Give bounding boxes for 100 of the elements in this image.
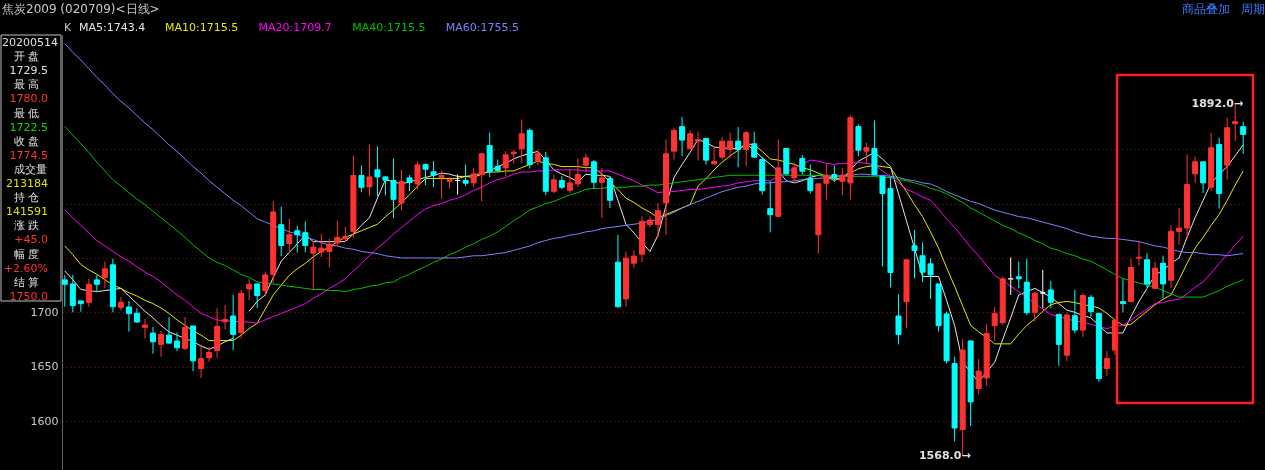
candlestick (326, 238, 333, 269)
candlestick (198, 343, 205, 379)
candlestick (1160, 255, 1167, 299)
candlestick (606, 175, 613, 209)
candlestick (975, 358, 982, 395)
candlestick (278, 206, 285, 257)
candlestick (991, 306, 998, 342)
candlestick (398, 169, 405, 211)
candlestick (310, 240, 317, 292)
candlestick (518, 118, 525, 164)
candlestick (166, 316, 173, 345)
text: +45.0 (14, 233, 48, 247)
text: 20200514 (2, 36, 58, 49)
candlestick (630, 249, 637, 269)
candlestick (125, 300, 132, 333)
candlestick (206, 346, 213, 363)
candlestick (174, 331, 181, 352)
candlestick (911, 229, 918, 279)
candlestick (1192, 155, 1199, 184)
text: MA5:1743.4 (79, 21, 146, 34)
candlestick (294, 225, 301, 253)
text: 1750.0 (9, 289, 48, 303)
candlestick (246, 278, 253, 301)
candlestick (1200, 161, 1207, 194)
candlestick (254, 283, 261, 309)
candlestick (582, 153, 589, 173)
text: 最 低 (14, 106, 40, 120)
text: 1722.5 (9, 120, 48, 134)
text: 1729.5 (9, 64, 48, 78)
candlestick (1119, 278, 1126, 313)
candlestick (230, 294, 237, 351)
candlestick (438, 170, 445, 200)
candlestick (478, 152, 485, 202)
text: 最 高 (14, 78, 40, 92)
text: +2.60% (3, 261, 48, 275)
candlestick (743, 130, 750, 167)
candlestick (430, 160, 437, 188)
candlestick (117, 296, 124, 311)
candlestick (895, 293, 902, 345)
candlestick (141, 318, 148, 339)
candlestick (358, 165, 365, 193)
text: 涨 跌 (14, 219, 40, 233)
candlestick (598, 167, 605, 219)
candlestick (807, 164, 814, 195)
candlestick (751, 131, 758, 159)
text: 141591 (6, 205, 48, 219)
candlestick (646, 215, 653, 228)
candlestick (719, 136, 726, 161)
chart-title: 焦炭2009 (020709)<日线> (2, 2, 160, 16)
candlestick (286, 218, 293, 252)
candlestick (262, 271, 269, 298)
candlestick (695, 131, 702, 161)
candlestick (1103, 350, 1110, 377)
text: MA20:1709.7 (258, 21, 332, 34)
candlestick (823, 163, 830, 201)
line-series (64, 125, 1244, 298)
candlestick (1015, 261, 1022, 289)
y-tick-label: 1600 (30, 414, 59, 428)
candlestick (671, 127, 678, 161)
candlestick (318, 233, 325, 258)
text: MA40:1715.5 (352, 21, 426, 34)
candlestick (735, 126, 742, 168)
candlestick (711, 147, 718, 166)
text: 商品叠加 (1182, 2, 1230, 16)
candlestick (727, 132, 734, 159)
candlestick (61, 274, 68, 308)
text: 持 仓 (14, 191, 40, 205)
text: 开 盘 (14, 50, 40, 64)
text: 1780.0 (9, 92, 48, 106)
annotation: 1892.0→ (1191, 96, 1244, 110)
candlestick (1047, 280, 1054, 309)
candlestick (222, 304, 229, 330)
candlestick (302, 220, 309, 253)
candlestick (863, 142, 870, 164)
text: MA10:1715.5 (165, 21, 239, 34)
candlestick (590, 159, 597, 190)
candlestick (158, 330, 164, 358)
candlestick (414, 160, 421, 191)
candlestick (93, 274, 100, 293)
candlestick (1039, 269, 1046, 309)
candlestick (703, 137, 710, 166)
candlestick (1031, 291, 1038, 323)
candlestick (574, 157, 581, 188)
candlestick (855, 123, 862, 157)
text: 周期 (1241, 2, 1265, 16)
candlestick (85, 278, 92, 308)
candlestick (366, 143, 373, 197)
candlestick (470, 167, 477, 188)
candlestick (799, 154, 806, 176)
candlestick (550, 174, 557, 194)
candlestick (1240, 121, 1247, 155)
text: 1774.5 (9, 148, 48, 162)
text: 213184 (6, 177, 48, 190)
candlestick (1152, 261, 1159, 290)
text: MA60:1755.5 (445, 21, 520, 34)
candlestick (1176, 207, 1183, 246)
candlestick (462, 164, 469, 187)
text: 结 算 (14, 275, 40, 289)
candlestick (767, 180, 774, 233)
candlestick (182, 316, 189, 351)
